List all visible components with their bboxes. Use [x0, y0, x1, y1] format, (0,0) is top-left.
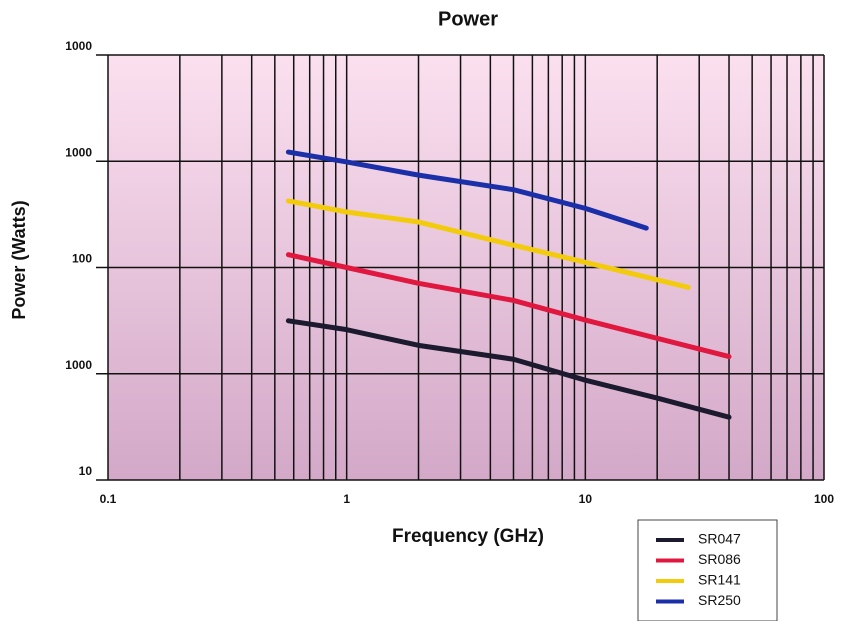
- y-axis-label: Power (Watts): [9, 200, 29, 319]
- x-tick-label: 100: [814, 492, 834, 506]
- legend-label: SR250: [698, 592, 741, 608]
- x-tick-label: 10: [579, 492, 593, 506]
- series-line: [285, 198, 691, 290]
- x-tick-label: 0.1: [100, 492, 117, 506]
- y-tick-label: 1000: [65, 358, 92, 372]
- x-tick-label: 1: [343, 492, 350, 506]
- y-tick-label: 1000: [65, 145, 92, 159]
- legend-label: SR047: [698, 531, 741, 547]
- y-tick-label: 10: [79, 464, 93, 478]
- y-tick-label: 100: [72, 252, 92, 266]
- legend-label: SR141: [698, 572, 741, 588]
- x-axis-label: Frequency (GHz): [392, 526, 544, 547]
- legend-label: SR086: [698, 551, 741, 567]
- series-line: [285, 318, 732, 420]
- chart-title: Power: [438, 8, 498, 30]
- y-tick-label: 1000: [65, 39, 92, 53]
- legend: [637, 519, 778, 621]
- series-line: [285, 252, 732, 360]
- series-line: [285, 149, 649, 231]
